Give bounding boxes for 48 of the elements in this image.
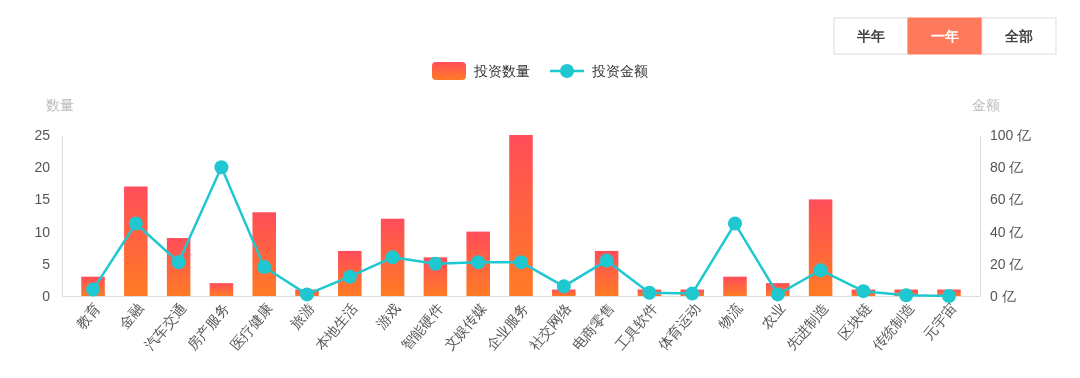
point (642, 285, 657, 300)
y2-axis-title: 金额 (972, 97, 1000, 113)
bar (380, 218, 405, 296)
point (556, 279, 571, 294)
x-tick-label: 旅游 (287, 300, 318, 332)
y-tick-label: 10 (34, 223, 51, 240)
point (385, 250, 400, 265)
x-tick-label: 元宇宙 (920, 300, 960, 343)
point (599, 253, 614, 268)
point (471, 255, 486, 270)
point (428, 256, 443, 271)
point (899, 288, 914, 303)
x-tick-label: 农业 (758, 300, 789, 332)
y-tick-label: 15 (34, 191, 51, 208)
y2-tick-label: 80 亿 (990, 159, 1024, 176)
y2-tick-label: 0 亿 (990, 287, 1016, 304)
bar (808, 199, 833, 296)
bar (124, 186, 148, 296)
point (685, 286, 700, 301)
x-tick-label: 物流 (715, 300, 746, 332)
y2-tick-label: 20 亿 (990, 255, 1024, 272)
period-toggle: 半年 一年 全部 (833, 17, 1057, 55)
y2-tick-label: 100 亿 (990, 126, 1032, 143)
point (514, 255, 528, 270)
x-tick-label: 游戏 (372, 300, 404, 332)
x-tick-label: 教育 (73, 300, 104, 332)
y2-tick-label: 60 亿 (990, 191, 1024, 208)
x-tick-label: 金融 (116, 300, 147, 332)
y-tick-label: 0 (42, 287, 51, 304)
point (856, 284, 871, 299)
y-tick-label: 5 (42, 255, 51, 272)
legend-label: 投资金额 (591, 62, 648, 79)
y-tick-label: 25 (34, 126, 51, 143)
point (727, 216, 742, 231)
y-axis-title: 数量 (46, 97, 74, 113)
point (128, 216, 143, 231)
point (300, 287, 315, 302)
y-tick-label: 20 (34, 159, 51, 176)
point (770, 287, 785, 302)
point (941, 289, 956, 303)
point (813, 263, 828, 278)
point (214, 160, 229, 175)
bar (723, 276, 747, 296)
legend-label: 投资数量 (473, 62, 530, 79)
bar (509, 135, 533, 296)
y2-tick-label: 40 亿 (990, 223, 1024, 240)
bar (209, 283, 234, 296)
point (257, 260, 272, 275)
